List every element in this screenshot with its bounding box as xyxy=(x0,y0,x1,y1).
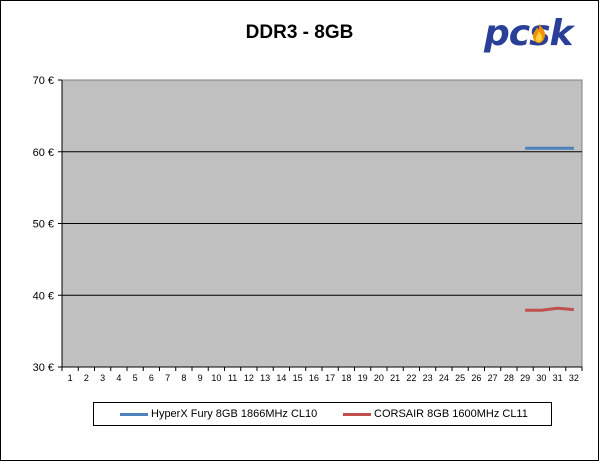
xtick-label: 30 xyxy=(536,373,546,383)
legend-swatch-hyperx xyxy=(120,412,148,416)
xtick-label: 28 xyxy=(504,373,514,383)
ytick-label: 30 € xyxy=(33,362,54,374)
xtick-label: 12 xyxy=(244,373,254,383)
xtick-label: 19 xyxy=(358,373,368,383)
xtick-label: 2 xyxy=(84,373,89,383)
ytick-label: 50 € xyxy=(33,219,54,231)
legend-item-hyperx: HyperX Fury 8GB 1866MHz CL10 xyxy=(120,403,317,425)
flame-icon xyxy=(533,23,546,43)
xtick-label: 10 xyxy=(211,373,221,383)
series-line-1 xyxy=(525,306,575,312)
xtick-label: 1 xyxy=(68,373,73,383)
x-axis: 1 2 3 4 5 6 7 8 9 10 11 12 13 14 15 16 17 18 19 20 21 22 23 24 2… xyxy=(61,366,583,383)
xtick-label: 24 xyxy=(439,373,449,383)
chart-title: DDR3 - 8GB xyxy=(245,22,354,43)
xtick-label: 15 xyxy=(293,373,303,383)
xtick-label: 22 xyxy=(406,373,416,383)
xtick-label: 4 xyxy=(116,373,121,383)
pcsk-logo: pcsk xyxy=(484,13,573,54)
xtick-label: 23 xyxy=(423,373,433,383)
legend-label-corsair: CORSAIR 8GB 1600MHz CL11 xyxy=(374,408,528,420)
xtick-label: 9 xyxy=(198,373,203,383)
legend-label-hyperx: HyperX Fury 8GB 1866MHz CL10 xyxy=(151,408,318,420)
xtick-label: 5 xyxy=(133,373,138,383)
grid-lines xyxy=(62,151,582,296)
xtick-label: 16 xyxy=(309,373,319,383)
legend: HyperX Fury 8GB 1866MHz CL10 CORSAIR 8GB… xyxy=(93,402,552,426)
legend-swatch-corsair xyxy=(343,412,371,416)
xtick-label: 13 xyxy=(260,373,270,383)
xtick-label: 18 xyxy=(341,373,351,383)
xtick-label: 31 xyxy=(553,373,563,383)
xtick-label: 25 xyxy=(455,373,465,383)
xtick-label: 7 xyxy=(165,373,170,383)
xtick-label: 27 xyxy=(488,373,498,383)
xtick-label: 26 xyxy=(471,373,481,383)
xtick-label: 11 xyxy=(228,373,237,383)
xtick-label: 3 xyxy=(100,373,105,383)
ytick-label: 70 € xyxy=(33,75,54,87)
ytick-label: 40 € xyxy=(33,290,54,302)
ytick-label: 60 € xyxy=(33,147,54,159)
series-lines xyxy=(525,146,575,312)
xtick-label: 6 xyxy=(149,373,154,383)
y-axis: 30 € 40 € 50 € 60 € 70 € xyxy=(33,75,63,374)
xtick-label: 20 xyxy=(374,373,384,383)
xtick-label: 17 xyxy=(325,373,335,383)
legend-item-corsair: CORSAIR 8GB 1600MHz CL11 xyxy=(343,403,528,425)
logo-text: pcsk xyxy=(484,13,573,54)
xtick-label: 8 xyxy=(181,373,186,383)
xtick-label: 14 xyxy=(276,373,286,383)
xtick-label: 21 xyxy=(390,373,400,383)
xtick-label: 32 xyxy=(569,373,579,383)
xtick-label: 29 xyxy=(520,373,530,383)
